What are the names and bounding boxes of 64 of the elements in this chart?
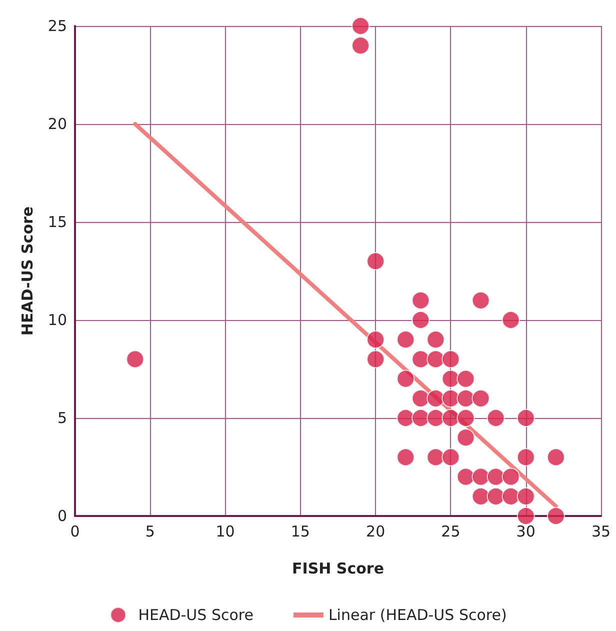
y-tick-label: 5: [57, 409, 67, 427]
legend-label: Linear (HEAD-US Score): [328, 606, 507, 624]
point: [426, 350, 445, 368]
legend-label: HEAD-US Score: [138, 606, 254, 624]
x-tick-label: 30: [516, 522, 536, 540]
point: [412, 409, 430, 427]
point: [426, 330, 445, 349]
point: [352, 36, 370, 55]
point: [456, 428, 475, 447]
point: [412, 291, 430, 310]
x-tick-label: 5: [145, 522, 155, 540]
point: [426, 389, 445, 408]
point: [442, 409, 460, 427]
point: [486, 468, 505, 486]
point: [456, 468, 475, 486]
y-tick-label: 20: [48, 115, 67, 133]
point: [396, 448, 415, 466]
point: [442, 389, 460, 408]
x-tick-label: 20: [366, 522, 386, 540]
point: [546, 448, 565, 466]
point: [396, 330, 415, 349]
x-tick-label: 25: [441, 522, 460, 540]
point: [456, 389, 475, 408]
point: [472, 487, 490, 506]
y-axis-title: HEAD-US Score: [18, 206, 36, 336]
point: [456, 409, 475, 427]
point: [486, 409, 505, 427]
point: [502, 487, 520, 506]
point: [502, 468, 520, 486]
point: [412, 350, 430, 368]
point: [456, 370, 475, 388]
y-tick-label: 15: [48, 213, 67, 231]
point: [412, 389, 430, 408]
point: [472, 389, 490, 408]
point: [546, 507, 565, 525]
point: [442, 448, 460, 466]
point: [412, 311, 430, 329]
point: [472, 468, 490, 486]
point: [486, 487, 505, 506]
point: [472, 291, 490, 310]
y-tick-label: 25: [48, 17, 67, 35]
point: [442, 370, 460, 388]
point: [352, 17, 370, 35]
point: [516, 409, 535, 427]
x-tick-label: 10: [216, 522, 235, 540]
point: [516, 448, 535, 466]
x-tick-label: 15: [290, 522, 310, 540]
y-tick-label: 0: [57, 507, 67, 525]
point: [366, 252, 385, 270]
point: [502, 311, 520, 329]
point: [396, 370, 415, 388]
x-axis-title: FISH Score: [292, 560, 384, 578]
point: [426, 409, 445, 427]
y-tick-label: 10: [48, 311, 67, 329]
point: [366, 350, 385, 368]
x-tick-label: 35: [591, 522, 611, 540]
x-tick-label: 0: [70, 522, 80, 540]
point: [516, 487, 535, 506]
point: [366, 330, 385, 349]
point: [442, 350, 460, 368]
point: [516, 507, 535, 525]
point: [126, 350, 144, 368]
point: [426, 448, 445, 466]
point: [396, 409, 415, 427]
